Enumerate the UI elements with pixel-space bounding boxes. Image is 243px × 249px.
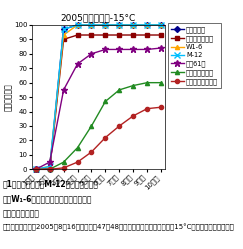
M-12 [90,23,93,26]
Y-axis label: 発芽率（％）: 発芽率（％） [4,83,13,111]
ゼンコウジコムギ [48,168,51,171]
ハルユタカ [132,23,135,26]
M-12 [48,165,51,168]
農林61号 [146,48,149,51]
W1-6 [62,34,65,37]
ハルユタカ [146,23,149,26]
ハルユタカ [48,168,51,171]
シロガネコムギ [62,38,65,41]
M-12 [118,23,121,26]
M-12 [132,23,135,26]
ミナミノコムギ [90,124,93,127]
ミナミノコムギ [132,84,135,87]
W1-6 [34,168,37,171]
シロガネコムギ [146,34,149,37]
Text: 種子休眠性の比較: 種子休眠性の比較 [2,209,39,218]
ミナミノコムギ [118,88,121,91]
ハルユタカ [160,23,163,26]
農林61号 [132,48,135,51]
M-12 [146,23,149,26]
農林61号 [104,48,107,51]
ミナミノコムギ [146,81,149,84]
農林61号 [34,168,37,171]
M-12 [62,28,65,31]
ミナミノコムギ [48,168,51,171]
シロガネコムギ [132,34,135,37]
ミナミノコムギ [62,161,65,164]
シロガネコムギ [90,34,93,37]
ハルユタカ [62,28,65,31]
ハルユタカ [34,168,37,171]
ゼンコウジコムギ [76,161,79,164]
ハルユタカ [104,23,107,26]
Line: ゼンコウジコムギ: ゼンコウジコムギ [34,105,163,171]
農林61号 [90,52,93,55]
ゼンコウジコムギ [118,124,121,127]
M-12 [104,23,107,26]
M-12 [160,23,163,26]
M-12 [76,23,79,26]
農林61号 [118,48,121,51]
ゼンコウジコムギ [62,166,65,169]
W1-6 [90,23,93,26]
農林61号 [48,161,51,164]
ハルユタカ [90,23,93,26]
Line: W1-6: W1-6 [34,23,163,171]
Line: ハルユタカ: ハルユタカ [34,23,163,171]
ゼンコウジコムギ [34,168,37,171]
Line: ミナミノコムギ: ミナミノコムギ [34,81,163,171]
Line: シロガネコムギ: シロガネコムギ [34,33,163,171]
シロガネコムギ [104,34,107,37]
シロガネコムギ [34,168,37,171]
ゼンコウジコムギ [146,107,149,110]
Text: 札幌羊ヶ丘圈場で2005年8月16日に開花後47～48日の種子をサンプリングし４15°Cで発芽試験を行った。: 札幌羊ヶ丘圈場で2005年8月16日に開花後47～48日の種子をサンプリングし４… [2,224,234,231]
ミナミノコムギ [160,81,163,84]
ハルユタカ [118,23,121,26]
Title: 2005年ヶ丘圈場-15°C: 2005年ヶ丘圈場-15°C [61,14,136,23]
ゼンコウジコムギ [104,136,107,139]
シロガネコムギ [118,34,121,37]
ミナミノコムギ [104,100,107,103]
農林61号 [76,62,79,65]
W1-6 [48,165,51,168]
W1-6 [118,23,121,26]
農林61号 [62,88,65,91]
W1-6 [104,23,107,26]
ゼンコウジコムギ [132,114,135,117]
シロガネコムギ [160,34,163,37]
ゼンコウジコムギ [90,150,93,153]
W1-6 [76,23,79,26]
W1-6 [160,23,163,26]
W1-6 [146,23,149,26]
Text: 系統W₁-6と原品種ゼンコウジコムギの: 系統W₁-6と原品種ゼンコウジコムギの [2,194,92,203]
ゼンコウジコムギ [160,106,163,109]
農林61号 [160,47,163,50]
Line: 農林61号: 農林61号 [32,45,165,173]
ハルユタカ [76,23,79,26]
シロガネコムギ [48,168,51,171]
W1-6 [132,23,135,26]
Line: M-12: M-12 [33,22,164,172]
シロガネコムギ [76,34,79,37]
Legend: ハルユタカ, シロガネコムギ, W1-6, M-12, 農林61号, ミナミノコムギ, ゼンコウジコムギ: ハルユタカ, シロガネコムギ, W1-6, M-12, 農林61号, ミナミノコ… [168,23,221,88]
Text: 図1　白粒変異系統M-12、戻し交配白粒: 図1 白粒変異系統M-12、戻し交配白粒 [2,179,98,188]
M-12 [34,168,37,171]
ミナミノコムギ [76,146,79,149]
ミナミノコムギ [34,168,37,171]
